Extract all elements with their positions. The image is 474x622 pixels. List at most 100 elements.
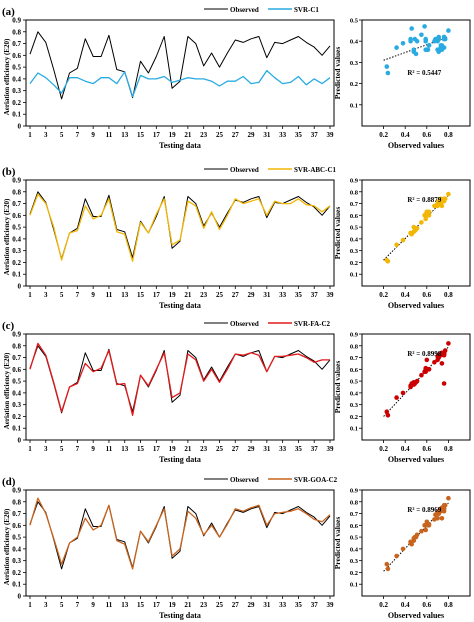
scatter-point [385, 413, 391, 418]
x-tick-label: 5 [60, 445, 64, 453]
scatter-point [441, 196, 447, 202]
y-tick-label: 0.3 [12, 557, 21, 565]
scatter-point [423, 216, 429, 222]
y-tick-label: 0.2 [350, 570, 358, 577]
series-line-predicted [29, 342, 330, 416]
x-tick-label: 37 [311, 601, 319, 609]
x-tick-label: 33 [279, 601, 287, 609]
x-tick-label: 37 [311, 131, 319, 139]
x-tick-label: 13 [121, 291, 129, 299]
legend-label: SVR-FA-C2 [294, 320, 331, 328]
x-tick-label: 0.8 [444, 131, 453, 139]
scatter-point [432, 517, 437, 522]
scatter-panel: 0.10.20.30.40.50.60.70.80.90.2 0.4 0.6 0.8O… [333, 178, 471, 310]
x-tick-label: 19 [169, 291, 177, 299]
scatter-panel: 0.10.20.30.40.50.60.70.80.90.2 0.4 0.6 0.8O… [333, 488, 471, 620]
scatter-point [394, 395, 399, 400]
legend-label: SVR-GOA-C2 [294, 476, 338, 484]
x-tick-label: 0.6 [422, 601, 431, 609]
y-tick-label: 0.1 [350, 272, 358, 279]
x-tick-label: 15 [137, 601, 145, 609]
x-tick-label: 17 [153, 291, 161, 299]
x-tick-label: 1 [28, 291, 32, 299]
x-tick-label: 0.8 [444, 601, 453, 609]
scatter-point [411, 47, 417, 52]
x-tick-label: 1 [28, 601, 32, 609]
legend-label: Observed [230, 476, 259, 484]
x-axis-label: Observed values [388, 611, 444, 620]
plot-frame [25, 489, 335, 597]
x-tick-label: 15 [137, 131, 145, 139]
x-tick-label: 0.4 [401, 291, 410, 299]
scatter-point [436, 36, 442, 42]
x-tick-label: 0.6 [422, 291, 431, 299]
scatter-point [426, 367, 432, 372]
x-tick-label: 39 [327, 131, 335, 139]
scatter-point [422, 369, 427, 375]
scatter-point [424, 209, 430, 215]
series-line-predicted [29, 69, 331, 98]
line-chart-panel: (a)00.10.20.30.40.50.60.70.80.91 3 5 7 9 11 13… [2, 6, 335, 150]
r-squared-annotation: R² = 0.8879 [407, 196, 441, 204]
y-tick-label: 0.1 [12, 111, 21, 119]
y-tick-label: 0.3 [350, 558, 359, 565]
scatter-point [436, 49, 442, 55]
y-tick-label: 0.9 [350, 488, 359, 495]
r-squared-annotation: R² = 0.5447 [407, 69, 441, 77]
x-tick-label: 17 [153, 131, 161, 139]
y-tick-label: 0.8 [12, 28, 21, 36]
x-axis-label: Observed values [388, 455, 444, 464]
scatter-point [441, 506, 447, 512]
scatter-point [413, 534, 419, 540]
x-tick-label: 19 [169, 601, 177, 609]
x-axis-label: Testing data [159, 301, 201, 310]
x-tick-label: 11 [106, 601, 113, 609]
y-tick-label: 0.2 [12, 569, 21, 577]
x-tick-label: 33 [279, 291, 287, 299]
line-chart-panel: (b)00.10.20.30.40.50.60.70.80.91 3 5 7 9 11 13… [2, 166, 337, 310]
x-axis-label: Testing data [159, 455, 201, 464]
y-tick-label: 0.4 [12, 235, 21, 243]
x-tick-label: 0.2 [379, 601, 388, 609]
x-tick-label: 19 [169, 131, 177, 139]
y-tick-label: 0.8 [350, 343, 359, 350]
y-tick-label: 0.2 [350, 260, 358, 267]
y-tick-label: 0.2 [350, 81, 358, 88]
x-tick-label: 9 [91, 291, 95, 299]
scatter-point [426, 43, 432, 48]
y-tick-label: 0.3 [12, 87, 21, 95]
x-tick-label: 13 [121, 601, 129, 609]
x-tick-label: 7 [76, 445, 80, 453]
x-tick-label: 21 [184, 131, 192, 139]
y-tick-label: 0.5 [350, 535, 359, 542]
x-tick-label: 27 [232, 601, 240, 609]
y-tick-label: 0.1 [12, 271, 21, 279]
x-tick-label: 0.2 [379, 291, 388, 299]
x-tick-label: 3 [44, 291, 48, 299]
y-tick-label: 0.7 [12, 354, 21, 362]
scatter-point [400, 546, 406, 552]
x-tick-label: 39 [327, 445, 335, 453]
x-tick-label: 39 [327, 291, 335, 299]
y-tick-label: 0.4 [12, 75, 21, 83]
x-tick-label: 13 [121, 131, 129, 139]
scatter-point [441, 381, 447, 386]
series-line-observed [29, 345, 331, 414]
legend-label: Observed [230, 320, 259, 328]
scatter-point [423, 38, 429, 44]
x-tick-label: 0.2 [379, 445, 388, 453]
x-tick-label: 0.4 [401, 445, 410, 453]
y-tick-label: 0.2 [12, 259, 21, 267]
y-tick-label: 0.1 [350, 426, 358, 433]
y-tick-label: 0.7 [350, 355, 359, 362]
panel-label: (b) [2, 166, 16, 178]
x-tick-label: 7 [76, 601, 80, 609]
scatter-point [433, 36, 438, 42]
scatter-point [446, 191, 451, 197]
x-tick-label: 0.8 [444, 291, 453, 299]
scatter-point [408, 383, 413, 389]
x-tick-label: 27 [232, 291, 240, 299]
y-tick-label: 0.4 [12, 545, 21, 553]
